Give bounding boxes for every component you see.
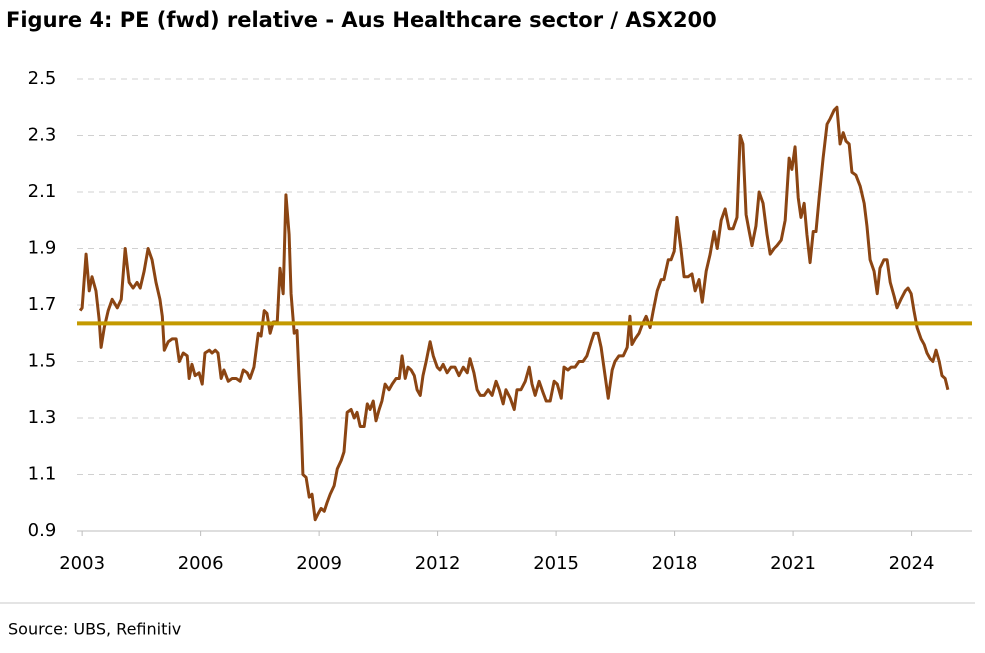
source-note: Source: UBS, Refinitiv: [8, 620, 181, 639]
x-tick-label: 2012: [415, 553, 461, 574]
y-tick-label: 2.3: [28, 125, 57, 146]
chart-title: Figure 4: PE (fwd) relative - Aus Health…: [6, 8, 717, 32]
y-tick-label: 1.1: [28, 464, 57, 485]
y-tick-label: 1.3: [28, 407, 57, 428]
x-tick-label: 2018: [652, 553, 698, 574]
x-tick-label: 2024: [889, 553, 935, 574]
x-tick-label: 2015: [533, 553, 579, 574]
y-tick-label: 1.5: [28, 351, 57, 372]
y-tick-label: 1.7: [28, 294, 57, 315]
data-line: [78, 105, 950, 522]
y-tick-label: 0.9: [28, 520, 57, 541]
y-tick-label: 2.1: [28, 181, 57, 202]
x-tick-label: 2021: [770, 553, 816, 574]
y-tick-label: 2.5: [28, 68, 57, 89]
x-tick-label: 2009: [296, 553, 342, 574]
y-tick-label: 1.9: [28, 238, 57, 259]
x-tick-label: 2006: [178, 553, 224, 574]
x-tick-label: 2003: [59, 553, 105, 574]
